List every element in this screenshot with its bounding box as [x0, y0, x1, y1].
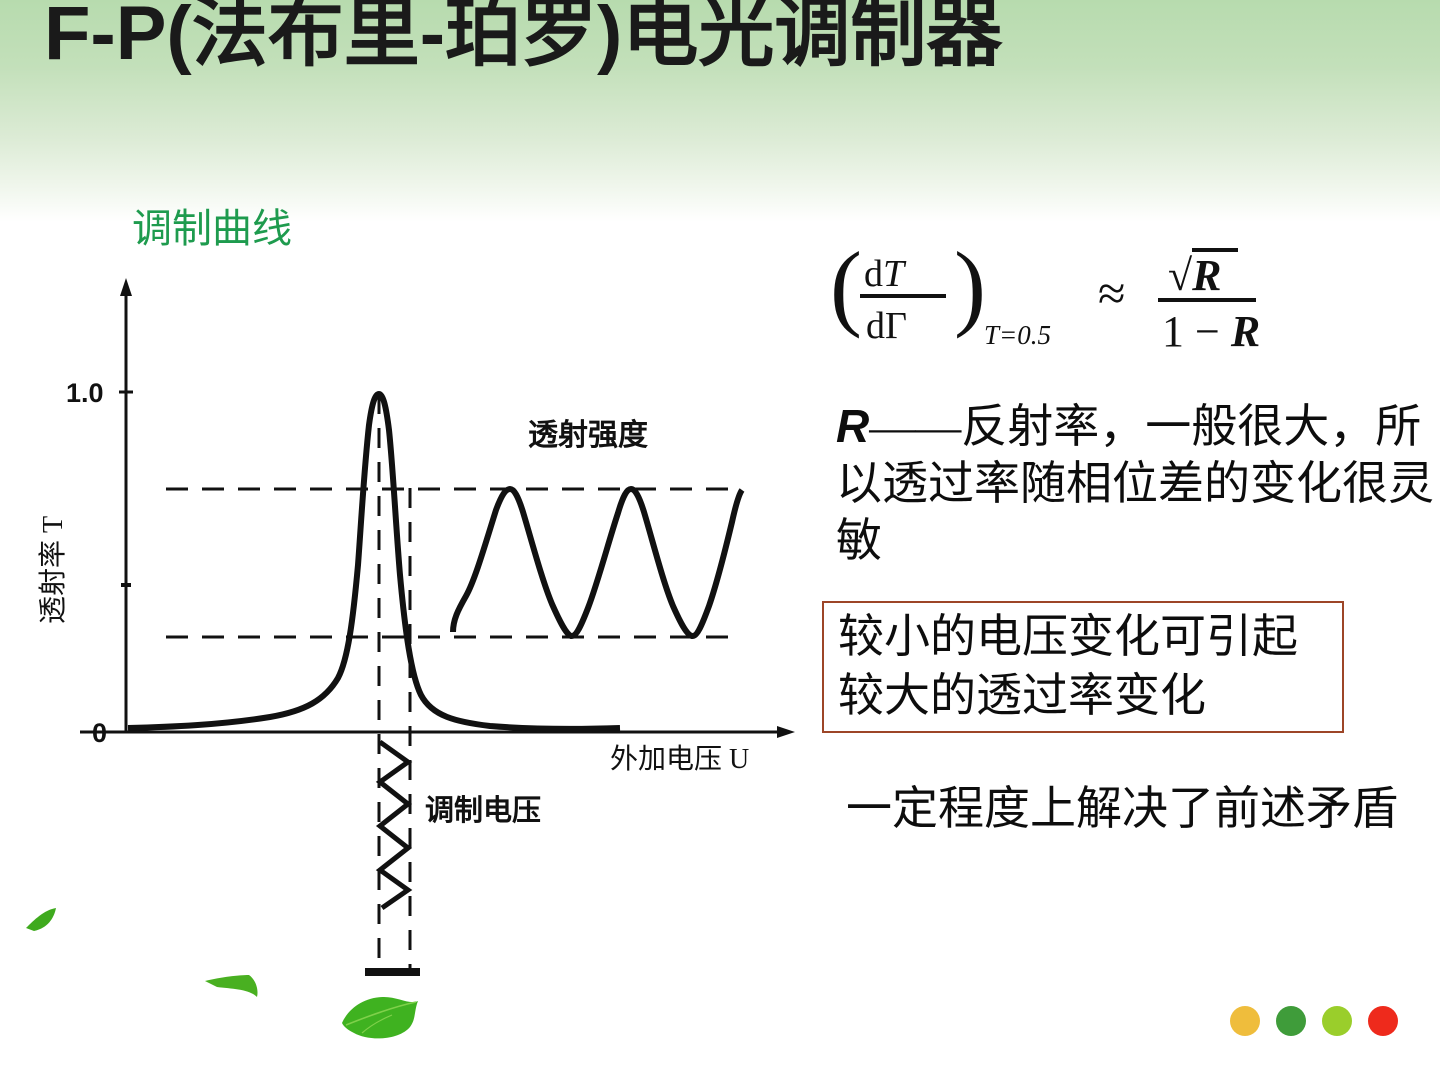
y-axis-label: 透射率 T: [37, 516, 69, 624]
dot-lime: [1322, 1006, 1352, 1036]
lhs-numerator: dT: [864, 253, 907, 295]
x-axis-label: 外加电压 U: [610, 743, 749, 775]
reflectivity-symbol: R: [836, 400, 870, 452]
slide-subtitle: 调制曲线: [132, 206, 292, 251]
conclusion-note: 一定程度上解决了前述矛盾: [846, 783, 1398, 834]
highlight-box-text: 较小的电压变化可引起较大的透过率变化: [838, 611, 1298, 721]
lhs-denominator: dΓ: [866, 305, 907, 347]
y-axis-tick-1.0: 1.0: [66, 378, 104, 408]
background-gradient: [0, 0, 1440, 222]
transmitted-intensity-waveform: [450, 485, 745, 639]
x-axis-arrow: [777, 726, 795, 738]
paren-open: (: [830, 238, 862, 339]
derivative-formula: ( ) dT dΓ T=0.5 ≈ √R 1 − R: [828, 238, 1428, 358]
dot-yellow: [1230, 1006, 1260, 1036]
y-axis-arrow: [120, 278, 132, 296]
y-axis-tick-0: 0: [92, 718, 107, 748]
reflectivity-note: R——反射率，一般很大，所以透过率随相位差的变化很灵敏: [836, 398, 1436, 569]
modulation-curve-figure: 1.0 0 透射率 T 外加电压 U 透射强度 调制电压: [20, 270, 820, 990]
approx-sign: ≈: [1098, 265, 1125, 321]
leaf-small-middle-icon: [205, 975, 259, 1006]
leaf-large-icon: [340, 995, 420, 1046]
rhs-denominator: 1 − R: [1162, 307, 1260, 356]
slide-title: F-P(法布里-珀罗)电光调制器: [44, 0, 1003, 76]
reflectivity-dash: ——: [869, 401, 962, 452]
dot-green: [1276, 1006, 1306, 1036]
dot-red: [1368, 1006, 1398, 1036]
decorative-dots: [1230, 1006, 1416, 1040]
modulation-voltage-waveform: [375, 739, 413, 911]
formula-subscript: T=0.5: [984, 320, 1051, 350]
leaf-small-left-icon: [26, 908, 60, 939]
highlight-box: 较小的电压变化可引起较大的透过率变化: [822, 601, 1344, 733]
transmitted-intensity-label: 透射强度: [528, 419, 648, 452]
modulation-voltage-label: 调制电压: [425, 794, 541, 827]
rhs-numerator: √R: [1168, 251, 1222, 300]
paren-close: ): [954, 238, 986, 339]
reflectivity-text: 反射率，一般很大，所以透过率随相位差的变化很灵敏: [836, 401, 1434, 566]
